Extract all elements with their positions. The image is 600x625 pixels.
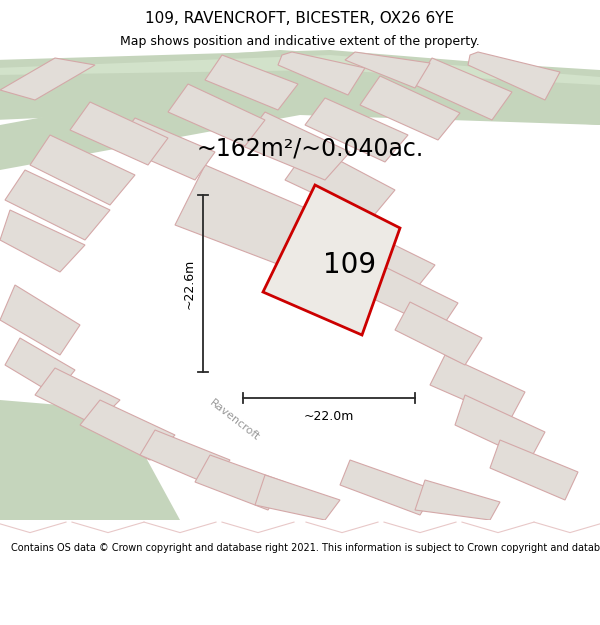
Polygon shape	[30, 135, 135, 205]
Text: 109: 109	[323, 251, 377, 279]
Polygon shape	[340, 460, 435, 515]
Polygon shape	[35, 368, 120, 425]
Polygon shape	[490, 440, 578, 500]
Text: Map shows position and indicative extent of the property.: Map shows position and indicative extent…	[120, 35, 480, 48]
Polygon shape	[0, 70, 600, 170]
Polygon shape	[0, 55, 600, 85]
Text: 109, RAVENCROFT, BICESTER, OX26 6YE: 109, RAVENCROFT, BICESTER, OX26 6YE	[145, 11, 455, 26]
Polygon shape	[285, 145, 395, 220]
Polygon shape	[0, 50, 600, 80]
Polygon shape	[0, 285, 80, 355]
Polygon shape	[255, 475, 340, 520]
Polygon shape	[168, 84, 265, 146]
Polygon shape	[0, 210, 85, 272]
Polygon shape	[415, 480, 500, 520]
Polygon shape	[80, 400, 175, 460]
Polygon shape	[430, 355, 525, 420]
Polygon shape	[140, 430, 230, 485]
Polygon shape	[468, 52, 560, 100]
Polygon shape	[340, 228, 435, 290]
Polygon shape	[455, 395, 545, 460]
Polygon shape	[415, 58, 512, 120]
Polygon shape	[278, 52, 365, 95]
Polygon shape	[345, 52, 430, 88]
Text: ~22.0m: ~22.0m	[304, 409, 354, 422]
Polygon shape	[70, 102, 168, 165]
Polygon shape	[5, 170, 110, 240]
Text: Contains OS data © Crown copyright and database right 2021. This information is : Contains OS data © Crown copyright and d…	[11, 543, 600, 553]
Polygon shape	[5, 338, 75, 395]
Polygon shape	[175, 165, 310, 265]
Polygon shape	[360, 76, 460, 140]
Text: Ravencroft: Ravencroft	[208, 398, 262, 442]
Polygon shape	[305, 98, 408, 162]
Polygon shape	[365, 267, 458, 330]
Text: ~162m²/~0.040ac.: ~162m²/~0.040ac.	[196, 136, 424, 160]
Text: ~22.6m: ~22.6m	[182, 258, 196, 309]
Polygon shape	[395, 302, 482, 365]
Polygon shape	[240, 112, 350, 180]
Polygon shape	[0, 58, 95, 100]
Polygon shape	[115, 118, 215, 180]
Polygon shape	[263, 185, 400, 335]
Polygon shape	[205, 55, 298, 110]
Polygon shape	[0, 400, 180, 520]
Polygon shape	[0, 50, 600, 125]
Polygon shape	[195, 455, 285, 510]
